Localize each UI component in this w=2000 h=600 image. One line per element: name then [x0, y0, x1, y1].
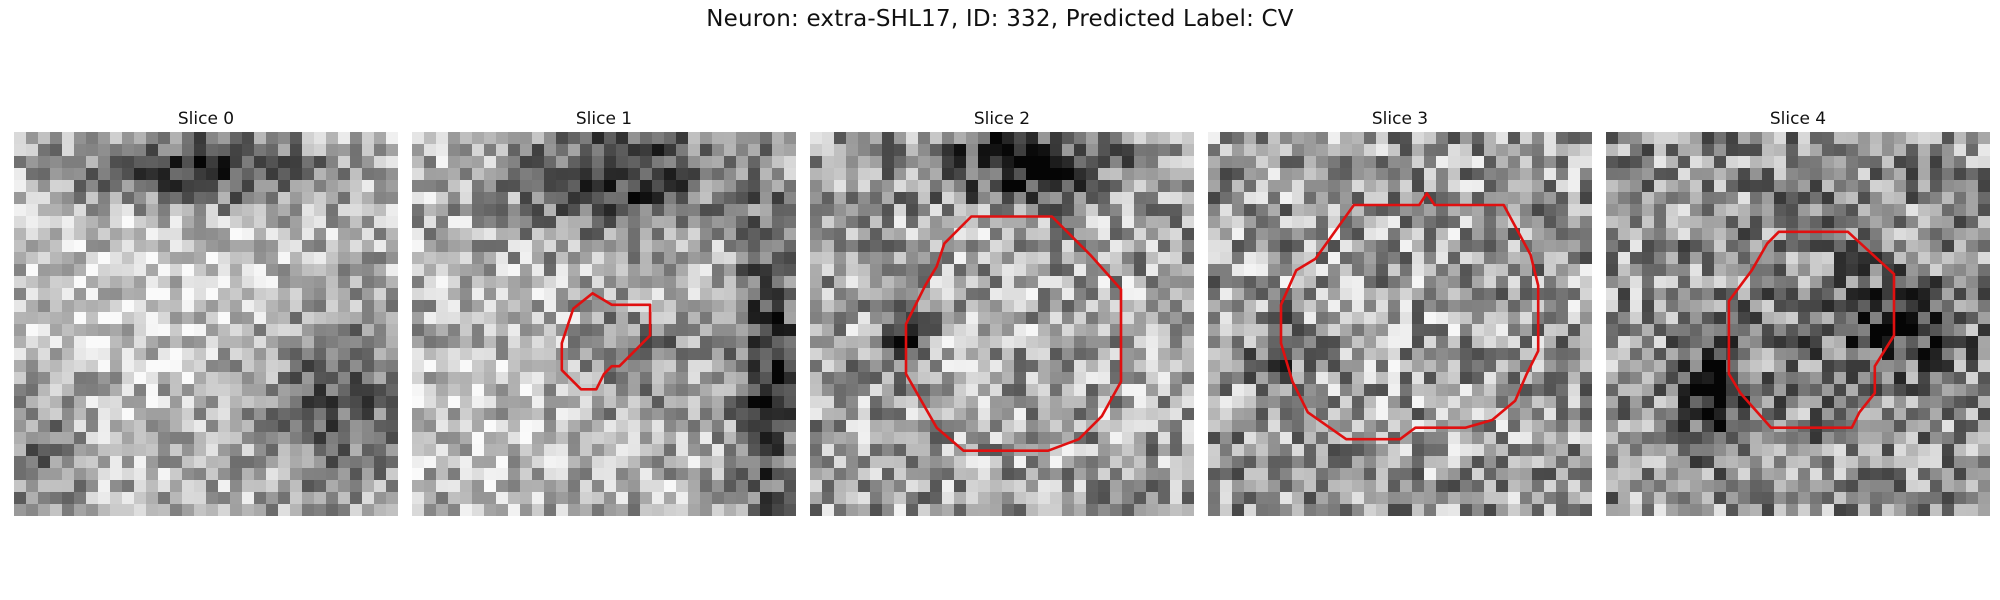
slice-title: Slice 3: [1371, 109, 1429, 129]
segmentation-contour: [1727, 230, 1896, 430]
slice-panel-4: Slice 4: [1606, 108, 1990, 516]
slice-title: Slice 1: [575, 109, 633, 129]
slice-image: [810, 132, 1194, 516]
slice-panel-2: Slice 2: [810, 108, 1194, 516]
slice-panel-1: Slice 1: [412, 108, 796, 516]
slice-panel-3: Slice 3: [1208, 108, 1592, 516]
slice-image: [14, 132, 398, 516]
figure-title: Neuron: extra-SHL17, ID: 332, Predicted …: [706, 6, 1294, 32]
slice-image: [1208, 132, 1592, 516]
slice-panel-0: Slice 0: [14, 108, 398, 516]
slice-title: Slice 4: [1769, 109, 1827, 129]
slice-image: [1606, 132, 1990, 516]
slice-title: Slice 0: [177, 109, 235, 129]
slice-title: Slice 2: [973, 109, 1031, 129]
segmentation-contour: [904, 215, 1123, 453]
segmentation-contour: [560, 292, 652, 391]
segmentation-contour: [1279, 192, 1540, 441]
slice-image: [412, 132, 796, 516]
